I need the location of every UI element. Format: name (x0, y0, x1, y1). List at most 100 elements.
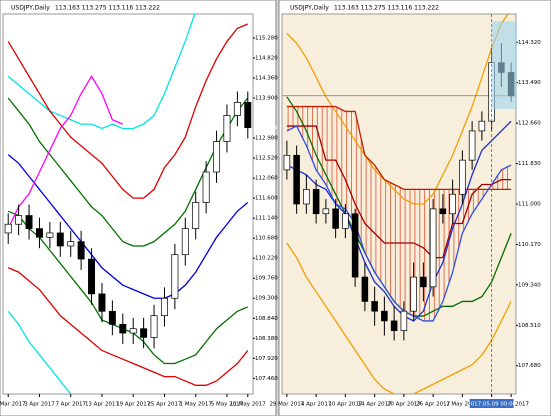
x-tick-label: 2 May 2017 (446, 402, 479, 408)
selection-box (491, 21, 517, 109)
candle-body (390, 320, 398, 332)
indicator-line (286, 242, 512, 394)
candle-body (449, 193, 456, 215)
y-tick-label: 110.220 (255, 256, 278, 262)
indicator-line (7, 74, 124, 229)
candle-body (429, 208, 437, 288)
ohlc-readout: 113.163 113.275 113.116 113.222 (55, 5, 160, 12)
candle-body (223, 115, 231, 142)
indicator-line (286, 125, 512, 322)
candle-body (98, 293, 106, 312)
candle-body (150, 315, 158, 338)
indicator-line (286, 120, 512, 322)
chart-title: USDJPY,Daily (11, 5, 50, 12)
candle-body (244, 102, 252, 128)
x-tick-label: 10 Apr 2017 (328, 402, 363, 408)
y-tick-label: 112.520 (255, 156, 278, 162)
candle-body (181, 228, 189, 256)
y-tick-label: 107.920 (255, 356, 278, 362)
y-tick-label: 114.320 (518, 40, 541, 46)
x-tick-label: 7 Apr 2017 (55, 402, 86, 408)
x-tick-label: 25 Apr 2017 (147, 402, 182, 408)
x-tick-label: 19 Apr 2017 (116, 402, 151, 408)
candle-body (77, 241, 85, 260)
plot-layer (282, 14, 516, 394)
candle-body (35, 228, 43, 238)
indicator-line (286, 14, 509, 205)
candle-body (459, 159, 466, 195)
candle-body (361, 276, 369, 302)
candle-body (202, 171, 210, 203)
date-tag (469, 399, 514, 408)
candle-body (420, 276, 427, 288)
last-price-label: 113.222 (518, 93, 541, 99)
x-tick-label: 5 May 2017 (211, 402, 244, 408)
candle-body (56, 232, 64, 247)
ohlc-readout: 113.163 113.275 113.116 113.222 (334, 5, 439, 12)
indicator-line (7, 310, 72, 394)
y-tick-label: 114.360 (255, 75, 278, 81)
y-tick-label: 112.060 (255, 176, 278, 182)
candle-body (478, 120, 486, 132)
y-tick-label: 115.280 (255, 35, 278, 41)
candle-body (171, 254, 179, 299)
candle-body (381, 310, 388, 322)
candle-body (400, 310, 408, 332)
candle-body (192, 202, 200, 229)
plot-area (2, 13, 254, 395)
candle-body (312, 189, 320, 215)
candle-body (410, 276, 417, 312)
x-tick-label: 4 Apr 2017 (301, 402, 332, 408)
y-tick-label: 111.830 (518, 161, 541, 167)
candle-body (15, 215, 23, 225)
candle-body (468, 130, 476, 161)
candle-body (213, 141, 221, 173)
candle-body (283, 154, 291, 171)
x-tick-label: 14 Apr 2017 (358, 402, 393, 408)
x-tick-label: 3 Apr 2017 (24, 402, 55, 408)
candle-body (4, 223, 12, 234)
y-tick-label: 112.660 (518, 121, 541, 127)
candle-body (371, 301, 378, 312)
y-tick-label: 108.510 (518, 323, 541, 329)
indicator-line (286, 105, 512, 191)
candle-body (332, 208, 339, 229)
candle-body (303, 189, 310, 205)
indicator-line (7, 14, 196, 130)
candle-body (293, 154, 300, 205)
x-tick-label: 28 Mar 2017 (0, 402, 26, 408)
date-tag-label: 2017.05.09 00:00 (467, 402, 517, 408)
y-tick-label: 111.000 (518, 202, 541, 208)
indicator-line (7, 267, 249, 386)
y-tick-label: 109.340 (518, 282, 541, 288)
cloud-area (286, 106, 512, 321)
x-tick-label: 11 May 2017 (230, 402, 266, 408)
indicator-line (7, 210, 249, 365)
y-tick-label: 108.380 (255, 336, 278, 342)
candle-body (46, 232, 54, 238)
indicator-line (7, 154, 249, 299)
x-tick-label: 26 Apr 2017 (416, 402, 451, 408)
x-tick-label: 13 Apr 2017 (85, 402, 120, 408)
x-tick-label: 1 May 2017 (180, 402, 213, 408)
candle-body (140, 328, 148, 338)
last-price-label: 113.222 (255, 125, 278, 131)
candle-body (439, 208, 447, 215)
y-tick-label: 110.680 (255, 236, 278, 242)
y-tick-label: 110.170 (518, 242, 541, 248)
y-tick-label: 114.820 (255, 55, 278, 61)
indicator-line (286, 125, 512, 259)
y-tick-label: 111.600 (255, 196, 278, 202)
candle-body (322, 208, 330, 215)
y-tick-label: 113.900 (255, 96, 278, 102)
candle-body (25, 215, 33, 229)
y-tick-label: 108.840 (255, 316, 278, 322)
y-tick-label: 113.490 (518, 80, 541, 86)
candle-body (342, 213, 349, 229)
candle-body (67, 241, 75, 247)
plot-layer (4, 14, 252, 394)
candle-body (233, 102, 241, 116)
x-tick-label: 20 Apr 2017 (387, 402, 422, 408)
candle-body (129, 328, 137, 334)
